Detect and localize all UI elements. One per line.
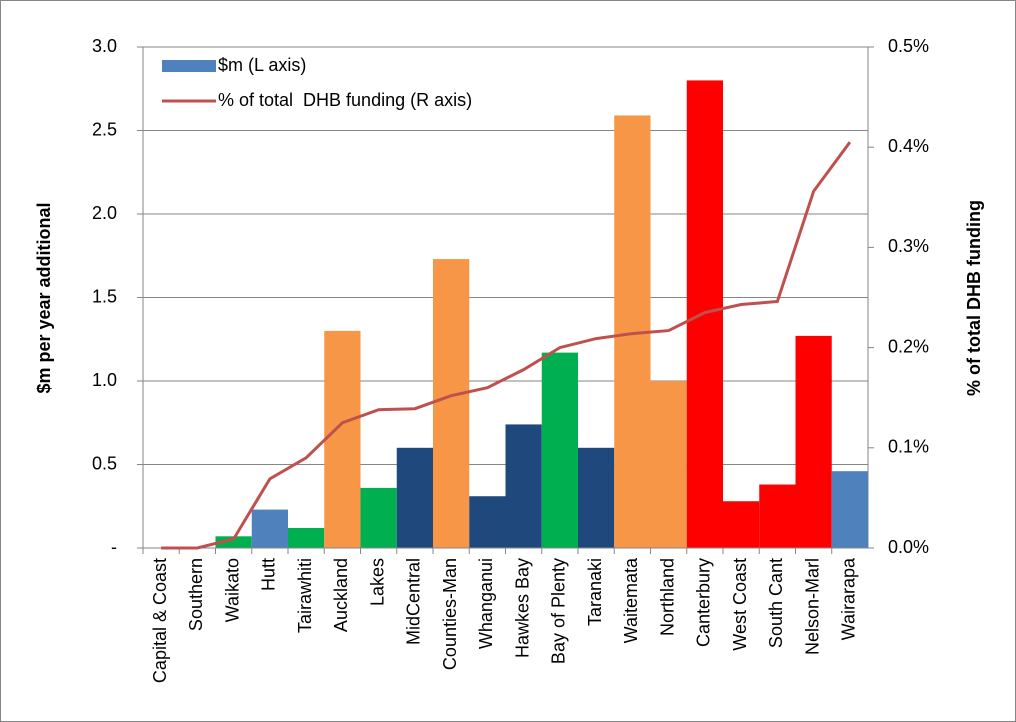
x-tick-label: Auckland bbox=[331, 558, 351, 632]
legend-label: $m (L axis) bbox=[218, 55, 306, 75]
x-tick-label: Lakes bbox=[367, 558, 387, 606]
legend-label: % of total DHB funding (R axis) bbox=[218, 90, 472, 110]
y2-tick-label: 0.1% bbox=[888, 437, 929, 457]
x-tick-label: Waitemata bbox=[621, 557, 641, 643]
y2-axis-label: % of total DHB funding bbox=[964, 200, 984, 396]
bar bbox=[251, 509, 288, 548]
y2-tick-label: 0.5% bbox=[888, 36, 929, 56]
x-tick-label: Taranaki bbox=[585, 558, 605, 626]
y2-tick-label: 0.3% bbox=[888, 236, 929, 256]
y-tick-label: 1.0 bbox=[92, 370, 117, 390]
x-tick-label: Northland bbox=[657, 558, 677, 636]
bar bbox=[650, 381, 687, 548]
bar bbox=[505, 424, 542, 548]
y-tick-label: 2.0 bbox=[92, 203, 117, 223]
y2-tick-label: 0.2% bbox=[888, 336, 929, 356]
bar bbox=[215, 536, 252, 548]
x-tick-label: MidCentral bbox=[404, 558, 424, 645]
x-tick-label: Canterbury bbox=[694, 558, 714, 647]
bar bbox=[469, 496, 506, 548]
bar bbox=[324, 330, 361, 548]
x-tick-label: Whanganui bbox=[476, 558, 496, 649]
bar bbox=[288, 527, 325, 548]
legend-swatch bbox=[162, 60, 216, 72]
x-tick-label: Wairarapa bbox=[839, 557, 859, 640]
x-tick-label: Waikato bbox=[222, 558, 242, 622]
y-tick-label: 0.5 bbox=[92, 453, 117, 473]
bar bbox=[541, 352, 578, 548]
x-tick-label: Capital & Coast bbox=[150, 558, 170, 683]
x-tick-label: Nelson-Marl bbox=[802, 558, 822, 655]
x-tick-label: Hawkes Bay bbox=[512, 558, 532, 658]
y-tick-label: 2.5 bbox=[92, 119, 117, 139]
x-tick-label: Bay of Plenty bbox=[549, 558, 569, 664]
y-axis-label: $m per year additional bbox=[34, 202, 54, 393]
x-tick-label: West Coast bbox=[730, 558, 750, 651]
x-tick-label: Tairawhiti bbox=[295, 558, 315, 633]
bar bbox=[578, 447, 615, 548]
y-tick-label: - bbox=[111, 537, 117, 557]
y-tick-label: 1.5 bbox=[92, 286, 117, 306]
line bbox=[161, 141, 852, 550]
bar bbox=[795, 335, 832, 548]
bar bbox=[831, 471, 868, 548]
bar bbox=[759, 484, 796, 548]
x-tick-label: Southern bbox=[186, 558, 206, 631]
x-tick-label: Counties-Man bbox=[440, 558, 460, 670]
bar bbox=[360, 487, 397, 548]
y2-tick-label: 0.4% bbox=[888, 136, 929, 156]
x-tick-label: Hutt bbox=[259, 558, 279, 591]
bar bbox=[723, 501, 760, 548]
y-tick-label: 3.0 bbox=[92, 36, 117, 56]
x-tick-label: South Cant bbox=[766, 558, 786, 648]
y2-tick-label: 0.0% bbox=[888, 537, 929, 557]
bar bbox=[433, 259, 470, 548]
bar bbox=[396, 447, 433, 548]
